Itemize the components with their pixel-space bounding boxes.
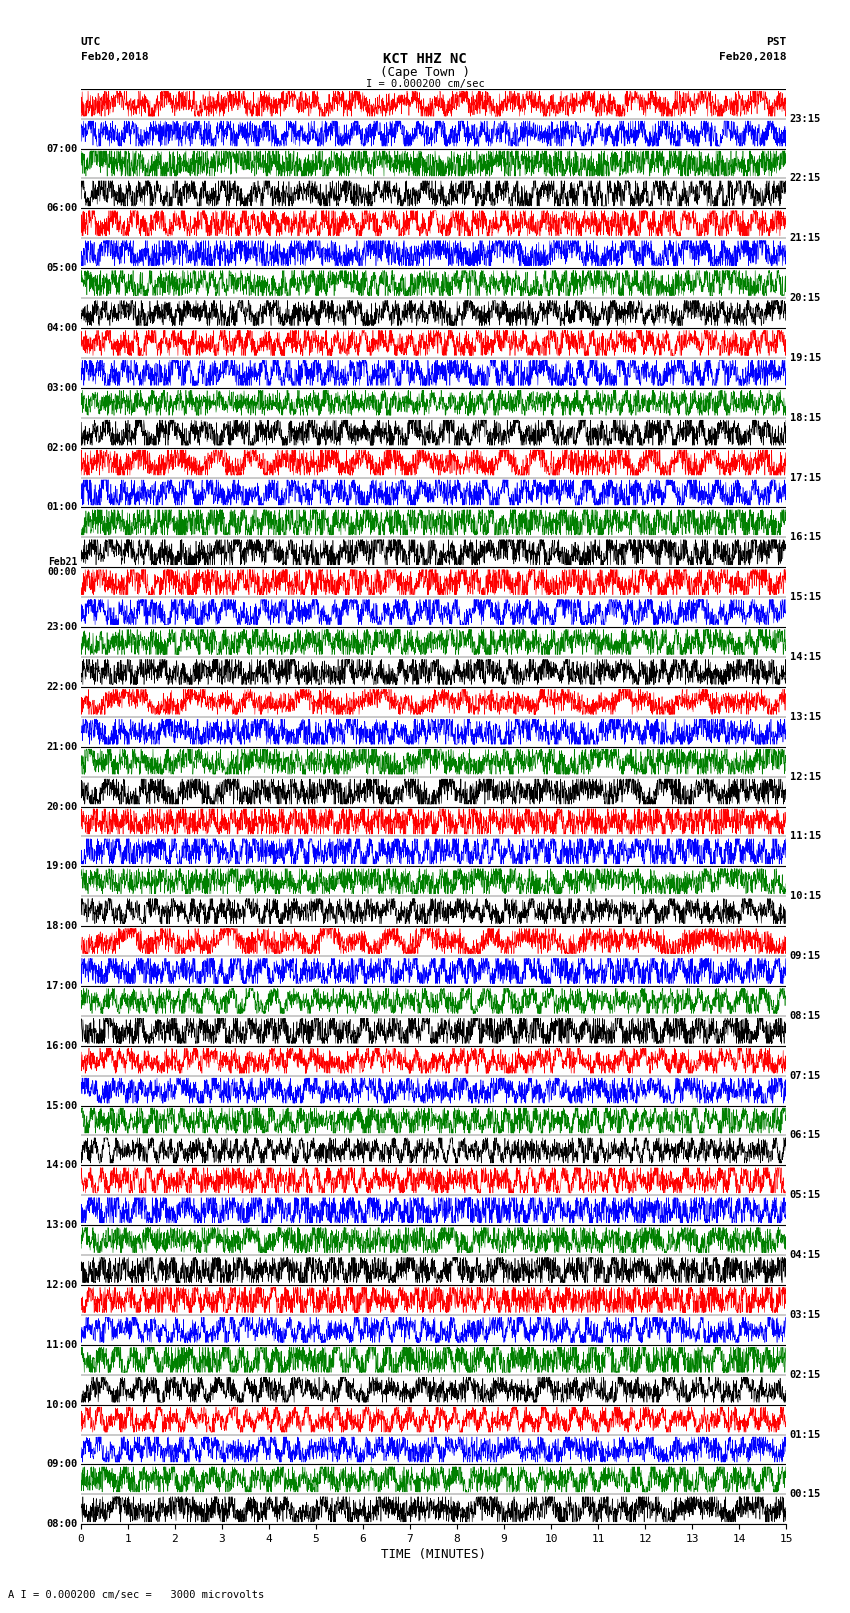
Text: 23:15: 23:15 [790,113,821,124]
Text: 10:00: 10:00 [46,1400,77,1410]
Text: 06:00: 06:00 [46,203,77,213]
Text: 23:00: 23:00 [46,623,77,632]
Text: 08:00: 08:00 [46,1519,77,1529]
Text: 05:15: 05:15 [790,1190,821,1200]
Text: 15:15: 15:15 [790,592,821,602]
Text: 17:00: 17:00 [46,981,77,990]
Text: 20:15: 20:15 [790,294,821,303]
Text: 00:00: 00:00 [48,568,77,577]
Text: A I = 0.000200 cm/sec =   3000 microvolts: A I = 0.000200 cm/sec = 3000 microvolts [8,1590,264,1600]
Text: (Cape Town ): (Cape Town ) [380,66,470,79]
Text: 07:00: 07:00 [46,144,77,153]
Text: 20:00: 20:00 [46,802,77,811]
Text: 16:00: 16:00 [46,1040,77,1050]
Text: 03:15: 03:15 [790,1310,821,1319]
Text: 00:15: 00:15 [790,1489,821,1500]
Text: UTC: UTC [81,37,101,47]
Text: 14:00: 14:00 [46,1160,77,1171]
X-axis label: TIME (MINUTES): TIME (MINUTES) [381,1548,486,1561]
Text: 05:00: 05:00 [46,263,77,273]
Text: 02:00: 02:00 [46,442,77,453]
Text: 02:15: 02:15 [790,1369,821,1379]
Text: Feb20,2018: Feb20,2018 [719,52,786,61]
Text: 14:15: 14:15 [790,652,821,661]
Text: 11:00: 11:00 [46,1340,77,1350]
Text: PST: PST [766,37,786,47]
Text: 18:15: 18:15 [790,413,821,423]
Text: 06:15: 06:15 [790,1131,821,1140]
Text: 09:15: 09:15 [790,952,821,961]
Text: 21:15: 21:15 [790,234,821,244]
Text: KCT HHZ NC: KCT HHZ NC [383,52,467,66]
Text: 22:15: 22:15 [790,174,821,184]
Text: Feb20,2018: Feb20,2018 [81,52,148,61]
Text: 11:15: 11:15 [790,831,821,842]
Text: I = 0.000200 cm/sec: I = 0.000200 cm/sec [366,79,484,89]
Text: 15:00: 15:00 [46,1100,77,1111]
Text: 04:00: 04:00 [46,323,77,332]
Text: 22:00: 22:00 [46,682,77,692]
Text: 07:15: 07:15 [790,1071,821,1081]
Text: 09:00: 09:00 [46,1460,77,1469]
Text: 01:00: 01:00 [46,502,77,513]
Text: 08:15: 08:15 [790,1011,821,1021]
Text: 18:00: 18:00 [46,921,77,931]
Text: 10:15: 10:15 [790,892,821,902]
Text: 04:15: 04:15 [790,1250,821,1260]
Text: 03:00: 03:00 [46,382,77,394]
Text: 19:00: 19:00 [46,861,77,871]
Text: 19:15: 19:15 [790,353,821,363]
Text: 01:15: 01:15 [790,1429,821,1439]
Text: 21:00: 21:00 [46,742,77,752]
Text: 13:00: 13:00 [46,1219,77,1231]
Text: 13:15: 13:15 [790,711,821,721]
Text: 12:00: 12:00 [46,1281,77,1290]
Text: 17:15: 17:15 [790,473,821,482]
Text: Feb21: Feb21 [48,556,77,568]
Text: 12:15: 12:15 [790,771,821,782]
Text: 16:15: 16:15 [790,532,821,542]
